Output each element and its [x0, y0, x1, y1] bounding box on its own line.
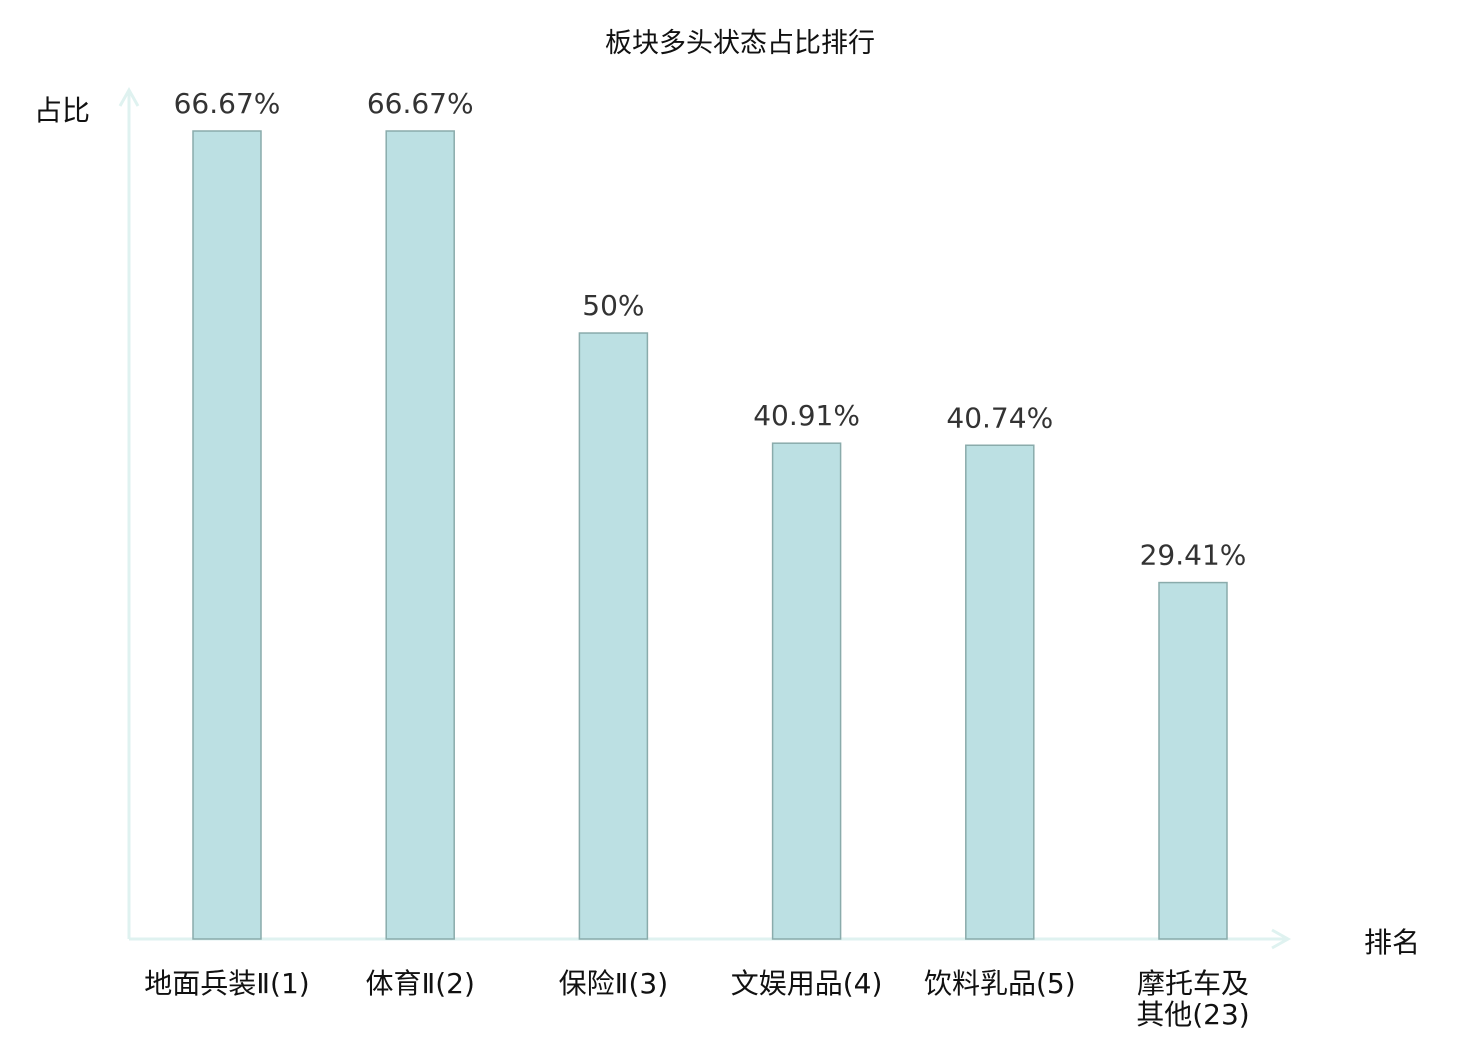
bar	[578, 332, 649, 940]
x-tick-label: 摩托车及其他(23)	[1136, 967, 1249, 1031]
chart-title: 板块多头状态占比排行	[605, 28, 875, 59]
bar	[385, 130, 455, 940]
y-axis-arrow-icon	[118, 86, 140, 107]
data-label: 50%	[582, 289, 644, 322]
x-tick-label: 文娱用品(4)	[731, 967, 883, 1000]
bar	[771, 442, 842, 940]
bar	[965, 444, 1035, 940]
data-label: 40.74%	[946, 401, 1053, 434]
bar	[1158, 581, 1228, 940]
x-tick-label: 地面兵装Ⅱ(1)	[144, 967, 309, 1000]
x-tick-label: 饮料乳品(5)	[924, 967, 1076, 1000]
data-label: 66.67%	[367, 87, 474, 120]
x-axis-label: 排名	[1364, 926, 1420, 959]
x-tick-label: 体育Ⅱ(2)	[365, 967, 474, 1000]
axes	[118, 86, 1292, 950]
data-label: 40.91%	[753, 399, 860, 432]
bar	[192, 130, 262, 940]
y-axis-label: 占比	[34, 94, 90, 127]
bars: 66.67% 地面兵装Ⅱ(1) 66.67% 体育Ⅱ(2) 50% 保险Ⅱ(3) 40.91…	[144, 87, 1249, 1031]
data-label: 66.67%	[174, 87, 281, 120]
x-axis-arrow-icon	[1271, 928, 1292, 950]
x-tick-label: 保险Ⅱ(3)	[559, 967, 668, 1000]
data-label: 29.41%	[1140, 539, 1247, 572]
